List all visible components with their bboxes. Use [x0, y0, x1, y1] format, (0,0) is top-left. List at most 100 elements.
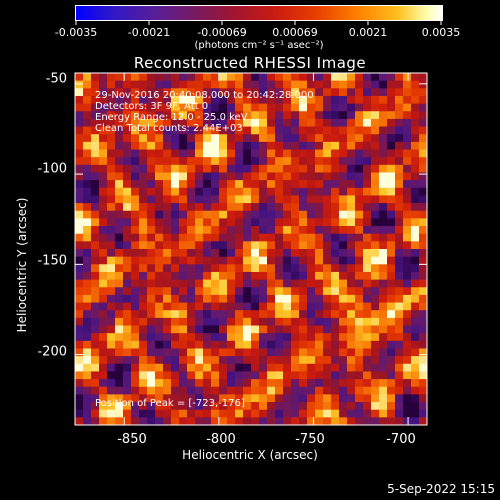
heatmap-cell [179, 73, 188, 82]
heatmap-cell [315, 294, 324, 303]
heatmap-cell [83, 264, 92, 273]
heatmap-cell [203, 325, 212, 334]
heatmap-cell [187, 241, 196, 250]
heatmap-cell [363, 394, 372, 403]
heatmap-cell [331, 417, 340, 426]
heatmap-cell [131, 409, 140, 418]
heatmap-cell [291, 294, 300, 303]
heatmap-cell [299, 271, 308, 281]
heatmap-cell [227, 279, 236, 288]
heatmap-cell [347, 187, 356, 196]
heatmap-cell [419, 164, 428, 173]
heatmap-cell [179, 356, 188, 365]
heatmap-cell [379, 187, 388, 196]
heatmap-cell [203, 409, 212, 418]
heatmap-cell [275, 226, 284, 235]
heatmap-cell [243, 141, 252, 150]
heatmap-cell [187, 164, 196, 173]
heatmap-cell [155, 279, 164, 288]
heatmap-cell [99, 218, 108, 227]
heatmap-cell [155, 363, 164, 372]
heatmap-cell [347, 88, 356, 97]
heatmap-cell [371, 80, 380, 89]
heatmap-cell [99, 271, 108, 281]
heatmap-cell [259, 409, 268, 418]
heatmap-cell [83, 226, 92, 235]
heatmap-cell [171, 88, 180, 97]
heatmap-cell [219, 187, 228, 196]
heatmap-cell [91, 325, 100, 334]
heatmap-cell [155, 386, 164, 395]
heatmap-cell [99, 187, 108, 196]
heatmap-cell [267, 394, 276, 403]
heatmap-cell [123, 226, 132, 235]
heatmap-cell [91, 180, 100, 189]
heatmap-cell [147, 363, 156, 372]
heatmap-cell [395, 218, 404, 227]
heatmap-cell [323, 294, 332, 303]
heatmap-cell [275, 233, 284, 242]
heatmap-cell [379, 417, 388, 426]
heatmap-cell [275, 294, 284, 303]
heatmap-cell [419, 134, 428, 143]
heatmap-cell [131, 73, 140, 82]
heatmap-cell [219, 317, 228, 326]
heatmap-cell [203, 118, 212, 127]
heatmap-cell [187, 363, 196, 372]
heatmap-cell [299, 287, 308, 296]
heatmap-cell [259, 287, 268, 296]
heatmap-cell [155, 157, 164, 166]
heatmap-cell [115, 402, 124, 411]
heatmap-cell [363, 256, 372, 265]
heatmap-cell [259, 187, 268, 196]
heatmap-cell [347, 409, 356, 418]
heatmap-cell [283, 157, 292, 166]
heatmap-cell [251, 141, 260, 150]
heatmap-cell [379, 279, 388, 288]
heatmap-cell [83, 302, 92, 311]
heatmap-cell [235, 317, 244, 326]
heatmap-cell [323, 310, 332, 319]
heatmap-cell [251, 371, 260, 380]
heatmap-cell [235, 302, 244, 311]
colorbar-tick-label: -0.0021 [127, 26, 171, 39]
heatmap-cell [139, 363, 148, 372]
heatmap-cell [211, 264, 220, 273]
heatmap-cell [387, 310, 396, 319]
heatmap-cell [115, 279, 124, 288]
heatmap-cell [267, 187, 276, 196]
heatmap-cell [115, 340, 124, 349]
heatmap-cell [163, 256, 172, 265]
heatmap-cell [179, 210, 188, 219]
heatmap-cell [403, 310, 412, 319]
heatmap-cell [331, 249, 340, 258]
heatmap-cell [259, 134, 268, 143]
heatmap-cell [371, 394, 380, 403]
heatmap-cell [75, 256, 84, 265]
heatmap-cell [323, 164, 332, 173]
heatmap-cell [179, 157, 188, 166]
heatmap-cell [123, 73, 132, 82]
heatmap-cell [155, 164, 164, 173]
heatmap-cell [243, 348, 252, 357]
heatmap-cell [195, 180, 204, 189]
heatmap-cell [123, 348, 132, 357]
heatmap-cell [403, 164, 412, 173]
heatmap-cell [275, 73, 284, 82]
heatmap-cell [411, 333, 420, 342]
heatmap-cell [219, 95, 228, 105]
heatmap-cell [219, 233, 228, 242]
heatmap-cell [331, 195, 340, 204]
heatmap-cell [227, 195, 236, 204]
heatmap-cell [283, 172, 292, 181]
heatmap-cell [139, 164, 148, 173]
heatmap-cell [251, 409, 260, 418]
heatmap-cell [267, 356, 276, 365]
heatmap-cell [323, 172, 332, 181]
heatmap-cell [387, 317, 396, 326]
heatmap-cell [283, 73, 292, 82]
heatmap-cell [395, 340, 404, 349]
heatmap-cell [171, 249, 180, 258]
heatmap-cell [115, 394, 124, 403]
heatmap-cell [187, 134, 196, 143]
